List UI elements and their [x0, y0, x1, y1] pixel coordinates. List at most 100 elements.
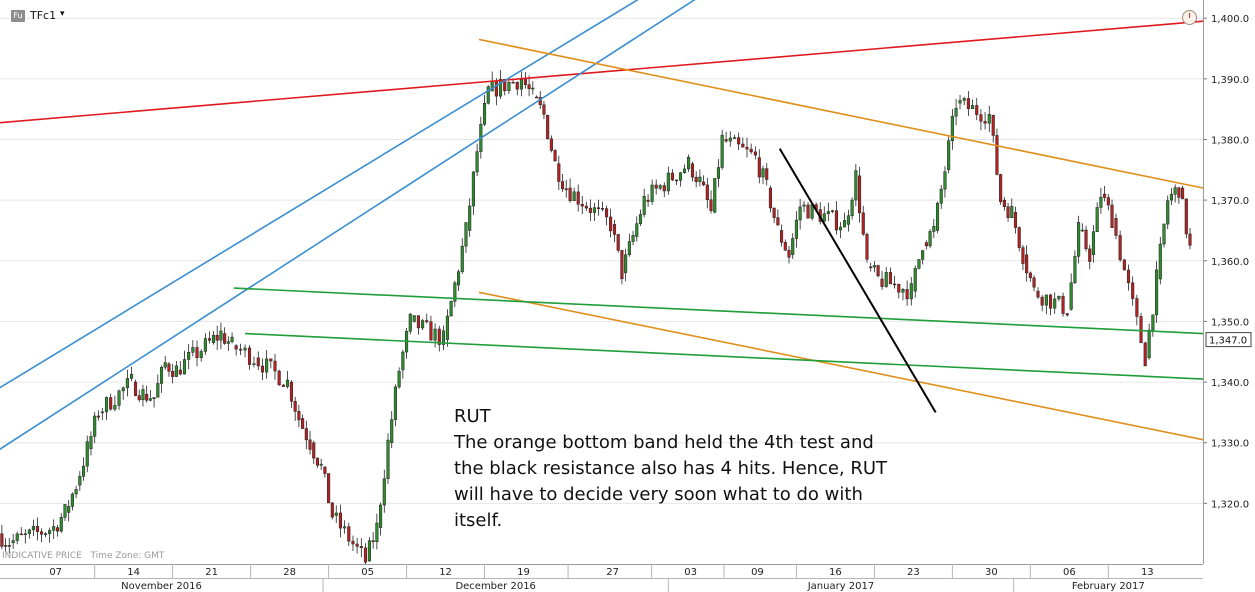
candle-up	[627, 241, 631, 255]
candle-up	[48, 530, 52, 534]
candle-down	[1143, 342, 1147, 367]
candle-down	[612, 224, 617, 235]
candle-down	[297, 411, 301, 421]
candle-up	[397, 370, 401, 388]
candle-down	[787, 249, 791, 258]
price-tick-label: 1,370.0	[1211, 196, 1249, 207]
price-axis[interactable]: 1,320.0 1,330.0 1,340.0 1,350.0 1,360.0 1,370…	[1203, 0, 1252, 592]
candle-down	[1061, 295, 1065, 314]
candles	[0, 69, 1192, 572]
candle-up	[252, 363, 256, 365]
candle-up	[23, 533, 27, 535]
red-trendline[interactable]	[0, 20, 1204, 127]
candle-down	[1177, 187, 1181, 198]
candle-down	[905, 289, 909, 300]
candle-up	[872, 265, 876, 268]
note-line: itself.	[454, 510, 503, 531]
candle-down	[557, 163, 561, 182]
green-trendline[interactable]	[245, 332, 1204, 380]
price-tick-label: 1,320.0	[1211, 499, 1249, 510]
blue-trendline[interactable]	[0, 0, 657, 421]
candle-down	[534, 96, 539, 99]
candle-down	[979, 114, 983, 122]
candle-up	[441, 330, 446, 345]
candle-down	[35, 526, 40, 532]
candle-down	[654, 184, 658, 189]
time-axis[interactable]: 07 14 21 28 05 12 19 27 03 09 16 23 30 06 13 November 2…	[0, 564, 1255, 592]
candle-up	[720, 134, 724, 168]
candle-down	[596, 207, 601, 209]
candle-up	[947, 140, 951, 171]
candle-down	[312, 442, 316, 459]
candle-down	[975, 105, 979, 115]
chevron-down-icon[interactable]: ▾	[60, 8, 65, 18]
date-tick-label: 19	[517, 567, 530, 578]
candle-up	[572, 191, 576, 202]
candle-down	[133, 381, 138, 396]
candle-up	[4, 545, 8, 547]
candle-up	[838, 226, 843, 231]
candle-down	[780, 230, 784, 243]
candle-up	[433, 328, 437, 341]
symbol-selector[interactable]: TFc1	[30, 9, 57, 22]
candle-down	[553, 150, 557, 162]
candle-up	[638, 214, 643, 224]
candle-up	[935, 202, 940, 231]
price-tick-label: 1,360.0	[1211, 257, 1249, 268]
candle-up	[954, 107, 958, 117]
candle-down	[580, 204, 584, 207]
candle-down	[893, 283, 897, 286]
candle-down	[56, 527, 60, 532]
candle-up	[367, 540, 371, 562]
candle-down	[137, 395, 141, 401]
candle-up	[1147, 329, 1151, 359]
note-line: The orange bottom band held the 4th test…	[454, 432, 874, 453]
price-tick-label: 1,350.0	[1211, 317, 1249, 328]
candle-down	[549, 138, 553, 151]
candle-up	[1099, 196, 1103, 208]
candle-down	[293, 401, 297, 412]
black-trendline[interactable]	[778, 148, 937, 413]
candle-up	[113, 405, 117, 410]
candle-up	[81, 465, 86, 477]
candle-down	[338, 512, 342, 529]
candle-up	[52, 526, 56, 531]
candle-up	[174, 365, 178, 377]
blue-trendline[interactable]	[0, 0, 713, 485]
candle-up	[27, 529, 31, 534]
candle-up	[408, 313, 412, 332]
clock-icon[interactable]	[1182, 10, 1197, 25]
candle-up	[658, 185, 662, 189]
candle-up	[1158, 243, 1162, 280]
candle-down	[1017, 227, 1021, 248]
candle-down	[315, 457, 320, 466]
date-tick-label: 12	[439, 567, 452, 578]
candle-up	[499, 78, 503, 97]
candle-down	[757, 157, 761, 178]
candle-down	[674, 179, 678, 182]
green-trendline[interactable]	[233, 287, 1204, 335]
candle-down	[865, 233, 869, 260]
candle-down	[269, 358, 273, 362]
candle-down	[576, 191, 580, 205]
candle-up	[794, 219, 798, 239]
candle-up	[386, 439, 390, 479]
candle-down	[620, 250, 624, 280]
candle-up	[85, 441, 89, 467]
date-tick-label: 21	[205, 567, 218, 578]
candle-down	[1181, 187, 1185, 200]
candle-down	[1114, 218, 1118, 236]
candle-down	[858, 175, 862, 214]
candle-down	[609, 216, 613, 232]
candle-up	[791, 238, 795, 255]
candle-down	[273, 360, 277, 372]
trendlines[interactable]	[0, 0, 1204, 485]
orange-trendline[interactable]	[478, 291, 1204, 441]
month-label: February 2017	[1072, 581, 1145, 592]
candle-up	[265, 358, 269, 373]
orange-trendline[interactable]	[478, 38, 1204, 189]
candle-down	[1139, 316, 1143, 344]
candle-down	[425, 320, 429, 323]
candle-up	[63, 504, 67, 518]
